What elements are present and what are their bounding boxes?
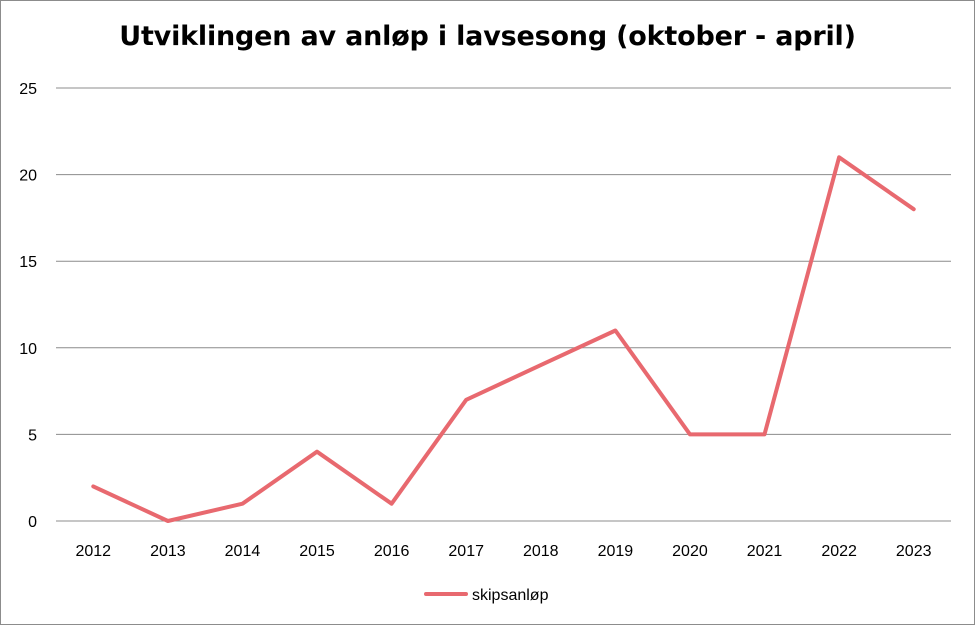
legend-label: skipsanløp	[472, 587, 549, 604]
x-tick-label: 2019	[598, 543, 634, 560]
x-tick-label: 2013	[150, 543, 186, 560]
x-tick-label: 2021	[747, 543, 783, 560]
y-tick-label: 20	[19, 168, 37, 185]
y-tick-label: 0	[28, 514, 37, 531]
x-tick-label: 2012	[75, 543, 111, 560]
y-tick-label: 25	[19, 81, 37, 98]
gridlines	[56, 87, 951, 522]
x-tick-label: 2020	[672, 543, 708, 560]
x-tick-label: 2014	[225, 543, 261, 560]
y-tick-label: 5	[28, 427, 37, 444]
y-tick-label: 10	[19, 341, 37, 358]
x-tick-label: 2015	[299, 543, 335, 560]
x-axis-ticks: 2012 2013 2014 2015 2016 2017 2018 2019 2020 2021…	[75, 543, 931, 560]
y-axis-ticks: 0 5 10 15 20 25	[19, 81, 37, 531]
series-layer	[91, 155, 916, 523]
legend: skipsanløp	[424, 587, 549, 604]
x-tick-label: 2022	[821, 543, 857, 560]
chart-title: Utviklingen av anløp i lavsesong (oktobe…	[119, 21, 856, 52]
x-tick-label: 2016	[374, 543, 410, 560]
y-tick-label: 15	[19, 254, 37, 271]
x-tick-label: 2018	[523, 543, 559, 560]
x-tick-label: 2017	[448, 543, 484, 560]
series-line	[91, 155, 916, 523]
x-tick-label: 2023	[896, 543, 932, 560]
